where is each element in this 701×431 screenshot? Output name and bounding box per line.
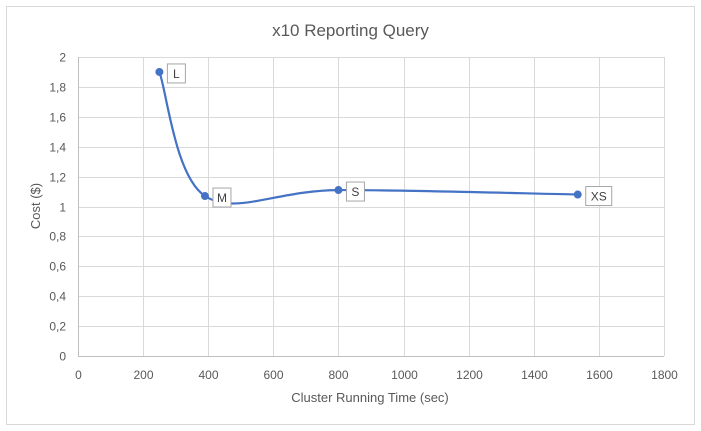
x-tick-label: 1800 [651,368,678,382]
data-label-box [166,63,186,84]
x-axis-ticks: 0 200 400 600 800 1000 1200 1400 1600 1800 [75,368,678,382]
y-tick-label: 1,4 [49,141,66,155]
x-axis-title: Cluster Running Time (sec) [291,390,449,405]
y-tick-label: 0 [59,350,66,364]
data-points [155,67,582,201]
y-tick-label: 2 [59,51,66,65]
y-tick-label: 1 [59,201,66,215]
y-tick-label: 0,4 [49,290,66,304]
data-point [200,192,209,201]
data-label-box [585,186,613,207]
y-axis-ticks: 0 0,2 0,4 0,6 0,8 1 1,2 1,4 1,6 1,8 2 [49,51,66,364]
data-point [334,186,343,195]
y-axis-title: Cost ($) [28,183,43,229]
x-tick-label: 200 [133,368,153,382]
x-tick-label: 1400 [521,368,548,382]
y-tick-label: 1,2 [49,171,66,185]
y-tick-label: 0,6 [49,260,66,274]
x-tick-label: 1000 [391,368,418,382]
y-tick-label: 1,8 [49,81,66,95]
chart-title: x10 Reporting Query [272,21,429,40]
y-tick-label: 0,8 [49,230,66,244]
x-tick-label: 800 [328,368,348,382]
x-tick-label: 400 [198,368,218,382]
data-label: M [217,191,227,205]
series-line [158,70,579,205]
chart-frame [6,6,695,425]
data-label: XS [591,190,607,204]
grid [78,57,665,357]
data-labels: L M S XS [166,63,613,208]
data-label: L [173,67,180,81]
y-tick-label: 1,6 [49,111,66,125]
x-tick-label: 1200 [456,368,483,382]
x-tick-label: 600 [263,368,283,382]
data-label: S [351,185,359,199]
x-tick-label: 1600 [586,368,613,382]
data-label-box [212,187,232,208]
data-label-box [345,181,365,202]
data-point [573,190,582,199]
data-point [155,67,164,76]
x-tick-label: 0 [75,368,82,382]
y-tick-label: 0,2 [49,320,66,334]
